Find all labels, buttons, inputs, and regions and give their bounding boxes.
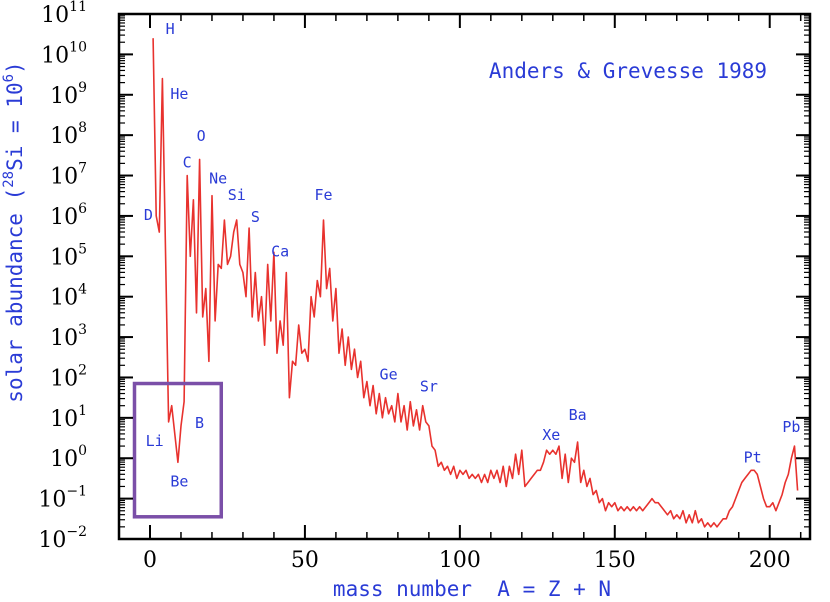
- element-label: Ne: [209, 170, 227, 188]
- element-label: Li: [146, 432, 164, 450]
- y-tick-label: 10−2: [38, 524, 87, 553]
- element-label: Si: [228, 186, 246, 204]
- x-tick-label: 200: [749, 548, 791, 573]
- plot-layer: [152, 38, 799, 528]
- light-elements-highlight-box: [132, 381, 224, 519]
- y-tick-label: 103: [50, 322, 87, 351]
- element-label: H: [166, 20, 175, 38]
- element-label: S: [251, 208, 260, 226]
- y-tick-label: 105: [50, 241, 87, 270]
- x-tick-label: 150: [594, 548, 636, 573]
- y-tick-label: 104: [50, 282, 87, 311]
- y-tick-label: 101: [50, 403, 87, 432]
- y-tick-label: 106: [50, 201, 87, 230]
- y-tick-label: 100: [50, 443, 87, 472]
- y-tick-label: 108: [50, 120, 87, 149]
- element-label: He: [170, 85, 188, 103]
- element-label: Ba: [569, 406, 587, 424]
- element-label: Xe: [542, 426, 560, 444]
- x-tick-label: 0: [143, 548, 157, 573]
- element-label: Pt: [744, 448, 762, 466]
- element-label: Be: [170, 473, 188, 491]
- y-tick-label: 109: [50, 80, 87, 109]
- y-tick-label: 107: [50, 161, 87, 190]
- element-label: Fe: [314, 186, 332, 204]
- element-label: O: [197, 127, 206, 145]
- y-axis-label: solar abundance (28Si = 106): [1, 61, 27, 402]
- element-label: Pb: [782, 418, 800, 436]
- x-axis-label: mass number A = Z + N: [333, 577, 611, 601]
- element-label: Ca: [271, 242, 289, 260]
- element-label: C: [183, 153, 192, 171]
- chart-annotation: Anders & Grevesse 1989: [489, 59, 767, 83]
- y-tick-label: 1011: [41, 0, 87, 28]
- x-tick-label: 100: [439, 548, 481, 573]
- x-tick-label: 50: [291, 548, 319, 573]
- element-label: B: [195, 414, 204, 432]
- element-label: D: [144, 206, 153, 224]
- abundance-series-line: [152, 38, 799, 528]
- plot-frame: [117, 12, 812, 541]
- y-tick-label: 10−1: [38, 484, 87, 513]
- y-tick-label: 102: [50, 362, 87, 391]
- y-tick-label: 1010: [41, 39, 87, 68]
- element-label: Sr: [420, 378, 438, 396]
- element-label: Ge: [380, 365, 398, 383]
